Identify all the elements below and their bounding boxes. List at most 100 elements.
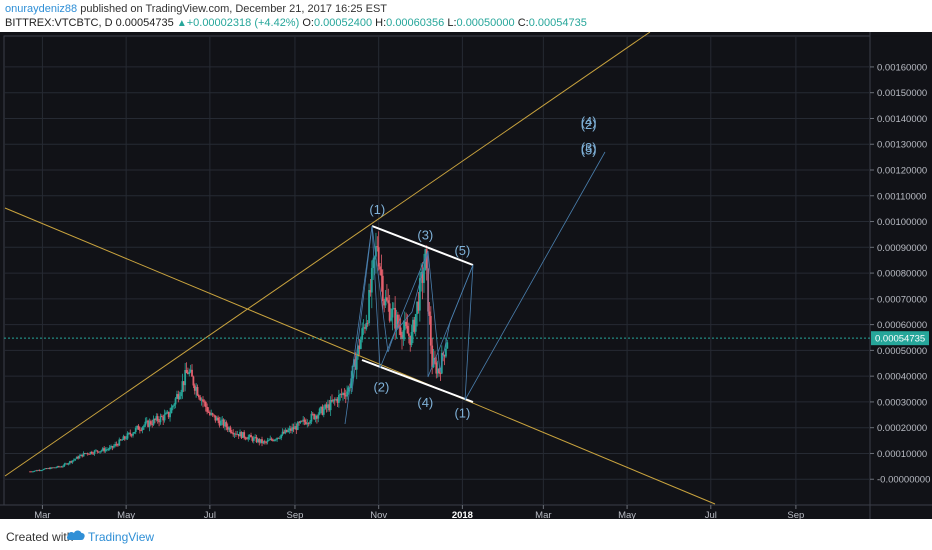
candle-body	[373, 256, 376, 260]
candle-body	[300, 420, 303, 422]
candle-body	[270, 438, 273, 440]
candle-body	[328, 404, 331, 411]
candle-body	[70, 461, 73, 463]
candle-body	[365, 322, 368, 329]
candle-body	[133, 431, 136, 434]
candle-body	[278, 437, 281, 439]
candle-body	[167, 411, 170, 418]
price-tick-label: 0.00080000	[877, 269, 927, 280]
candle-body	[406, 325, 409, 334]
tradingview-brand[interactable]: TradingView	[88, 530, 155, 544]
time-axis[interactable]: Mar May Jul Sep Nov 2018 Mar May Jul Sep	[34, 505, 804, 521]
candle-body	[291, 427, 294, 431]
tradingview-cloud-icon[interactable]	[66, 528, 86, 547]
candle-body	[391, 308, 394, 318]
candle-body	[251, 437, 254, 441]
candle-body	[267, 440, 270, 441]
wave-label: (5)	[581, 143, 597, 158]
price-chart-svg[interactable]: (1) (2) (3) (4) (5) (1) (2) (3) (4) (5) 0.0016000…	[0, 31, 932, 521]
candle-body	[82, 453, 85, 457]
candle-body	[232, 432, 235, 435]
candle-body	[202, 399, 204, 402]
candle-body	[376, 246, 379, 248]
wave-labels: (1) (2) (3) (4) (5) (1) (2) (3) (4) (5)	[369, 114, 596, 420]
chart-area[interactable]: (1) (2) (3) (4) (5) (1) (2) (3) (4) (5) 0.0016000…	[0, 31, 932, 521]
candle-body	[71, 460, 74, 463]
candle-body	[309, 421, 311, 424]
candle-body	[110, 446, 112, 448]
candle-body	[106, 449, 108, 451]
open-label: O:	[302, 17, 314, 29]
candle-body	[229, 427, 232, 433]
candle-body	[181, 381, 184, 393]
candle-body	[246, 438, 248, 440]
candle-body	[336, 399, 339, 403]
candle-body	[191, 369, 193, 377]
wave-label: (4)	[417, 395, 433, 410]
candle-body	[196, 386, 199, 396]
last-price-tag-label: 0.00054735	[875, 334, 925, 345]
candle-body	[169, 413, 171, 418]
candle-body	[151, 424, 154, 426]
candle-body	[403, 321, 406, 331]
candle-body	[108, 447, 111, 450]
time-tick-label: May	[117, 510, 135, 519]
time-tick-label: 2018	[452, 510, 473, 519]
candle-body	[287, 430, 289, 433]
candle-body	[114, 443, 117, 446]
candle-body	[284, 429, 287, 434]
wave-label: (3)	[417, 228, 433, 243]
candle-body	[101, 448, 104, 451]
price-axis[interactable]: 0.00160000 0.00150000 0.00140000 0.00130000…	[870, 62, 930, 486]
time-tick-label: Mar	[535, 510, 551, 519]
price-tick-label: 0.00010000	[877, 449, 927, 460]
candle-body	[92, 453, 95, 455]
candle-body	[42, 469, 45, 470]
candle-body	[207, 411, 210, 413]
candle-body	[380, 269, 383, 276]
candle-body	[355, 356, 358, 370]
candle-body	[140, 429, 143, 431]
candle-body	[369, 290, 372, 293]
candle-body	[40, 470, 42, 472]
candle-body	[64, 463, 67, 465]
candle-body	[417, 301, 420, 311]
candle-body	[294, 426, 296, 430]
candle-body	[289, 428, 292, 431]
close-value: 0.00054735	[528, 17, 587, 29]
candle-body	[296, 422, 299, 430]
candle-body	[320, 406, 322, 409]
candle-body	[362, 327, 365, 329]
candle-body	[240, 431, 243, 438]
candle-body	[174, 398, 177, 405]
wave-label: (1)	[454, 405, 470, 420]
candle-body	[381, 275, 384, 302]
candle-body	[299, 420, 302, 423]
candle-body	[177, 394, 180, 400]
candle-body	[52, 467, 55, 469]
candle-body	[306, 423, 309, 425]
candle-body	[401, 335, 403, 339]
candle-body	[121, 439, 123, 441]
candle-body	[317, 414, 320, 419]
candle-body	[353, 359, 355, 366]
candle-body	[84, 453, 86, 454]
candle-body	[100, 450, 103, 452]
elliott-wave-lines	[344, 151, 606, 425]
author-link[interactable]: onuraydeniz88	[5, 3, 78, 15]
candle-body	[322, 408, 325, 415]
candle-body	[262, 441, 265, 444]
grid-lines	[0, 32, 932, 519]
candle-body	[285, 429, 288, 433]
price-tick-label: 0.00100000	[877, 217, 927, 228]
candle-body	[155, 416, 158, 420]
candle-body	[122, 436, 125, 440]
candle-body	[230, 432, 233, 433]
candle-body	[259, 439, 262, 443]
descending-trendline	[4, 207, 716, 505]
candle-body	[252, 437, 255, 441]
candle-body	[33, 470, 36, 472]
candle-body	[90, 451, 93, 454]
candle-body	[104, 449, 107, 452]
candle-body	[258, 439, 261, 443]
